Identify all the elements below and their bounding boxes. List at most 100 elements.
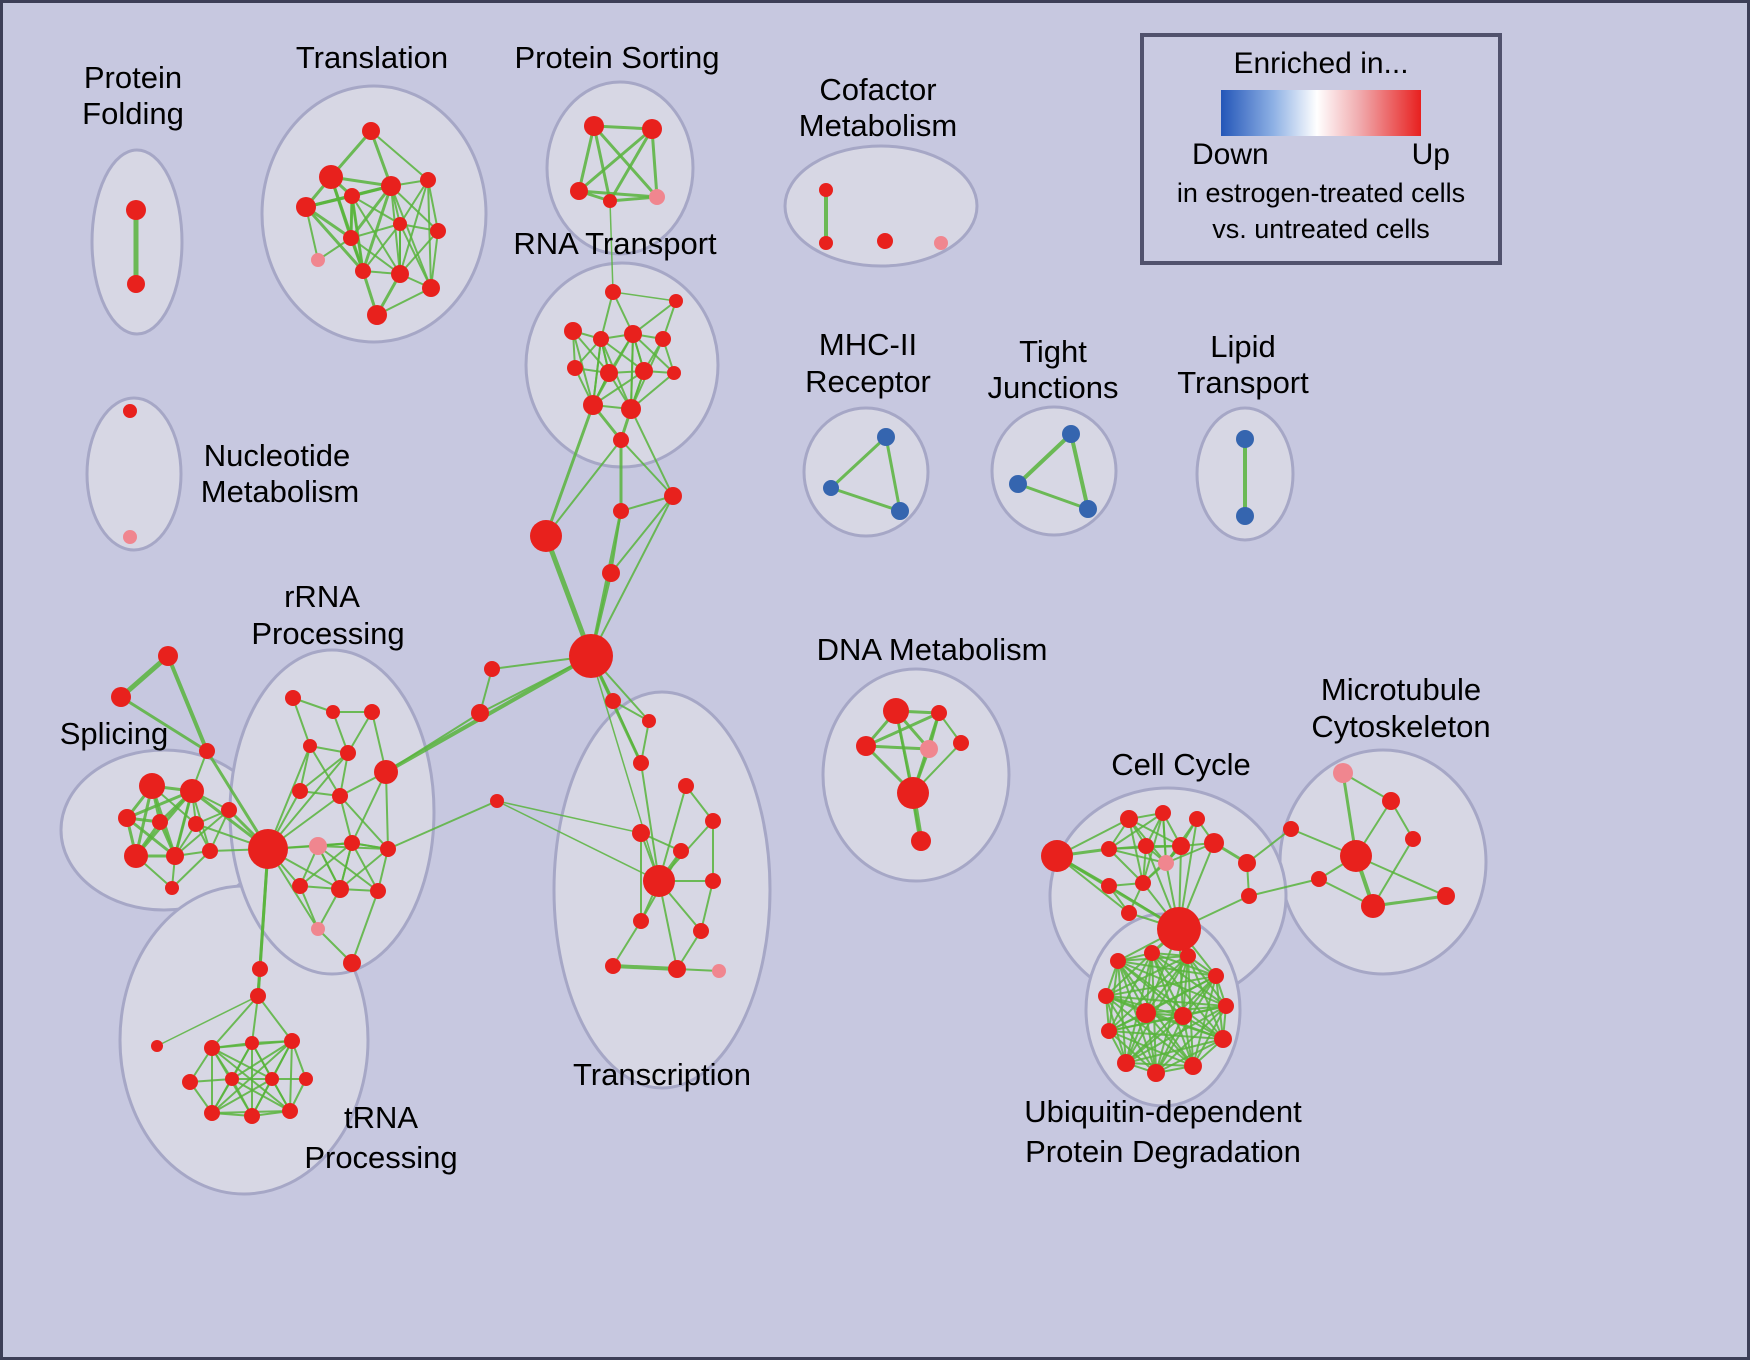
node-cf2 [819, 236, 833, 250]
node-tc14 [712, 964, 726, 978]
node-c7 [490, 794, 504, 808]
edge-ps1-ps4 [592, 124, 612, 203]
node-tn11 [282, 1103, 298, 1119]
edge-rt1-rt2 [612, 291, 677, 302]
node-tj3 [1079, 500, 1097, 518]
node-rt3 [564, 322, 582, 340]
node-c4 [602, 564, 620, 582]
edge-tr8-tr11 [362, 223, 401, 272]
edge-c2-c4 [610, 510, 622, 574]
node-tc6 [632, 824, 650, 842]
node-mt3 [1283, 821, 1299, 837]
edge-rt4-rt11 [592, 338, 602, 406]
cluster-label-rrna-processing-line2: Processing [251, 616, 404, 651]
node-rr8 [332, 788, 348, 804]
edge-ps1-ps3 [577, 124, 596, 193]
edge-ub2-ub12 [1145, 952, 1153, 1014]
edge-ex2-ex3 [119, 695, 209, 753]
edge-ub2-ub5 [1105, 952, 1153, 997]
node-cc9 [1158, 855, 1174, 871]
edge-tr8-tr14 [399, 223, 432, 289]
node-tj2 [1009, 475, 1027, 493]
node-ub4 [1208, 968, 1224, 984]
cluster-label-trna-processing-line2: Processing [304, 1140, 457, 1175]
edge-mh2-mh3 [829, 486, 902, 513]
cluster-label-tight-junctions-line2: Junctions [988, 370, 1119, 405]
node-dm1 [883, 698, 909, 724]
node-rr17 [343, 954, 361, 972]
node-tn6 [225, 1072, 239, 1086]
node-cc6 [1138, 838, 1154, 854]
edge-tr1-tr6 [370, 130, 429, 181]
node-tr1 [362, 122, 380, 140]
node-tj1 [1062, 425, 1080, 443]
edge-tj2-tj3 [1016, 482, 1090, 511]
node-rr13 [292, 878, 308, 894]
cluster-label-protein-folding-line1: Protein [84, 60, 182, 95]
node-c1 [530, 520, 562, 552]
node-rt10 [667, 366, 681, 380]
edge-cc3-cc9 [1162, 812, 1167, 864]
node-tc10 [633, 913, 649, 929]
node-tn8 [299, 1072, 313, 1086]
cluster-cofactor-metabolism [783, 144, 979, 268]
edge-rr12-rr14 [339, 848, 389, 890]
edge-rr6-rr12 [385, 771, 389, 850]
node-nm1 [123, 404, 137, 418]
edge-ub5-ub10 [1105, 995, 1157, 1074]
legend-title: Enriched in... [1233, 47, 1409, 80]
edge-ub4-ub11 [1192, 975, 1217, 1067]
edge-ub4-ub12 [1145, 975, 1217, 1014]
node-rr2 [326, 705, 340, 719]
node-dm5 [953, 735, 969, 751]
edge-tr6-tr8 [399, 179, 429, 225]
node-tr10 [311, 253, 325, 267]
edge-tc4-tc8 [658, 785, 687, 882]
edge-tc9-tc11 [700, 880, 714, 932]
node-rt2 [669, 294, 683, 308]
node-ub13 [1174, 1007, 1192, 1025]
edge-rr5-rr7 [299, 752, 349, 792]
node-tr8 [393, 217, 407, 231]
node-rr6 [374, 760, 398, 784]
edge-tn4-tn11 [289, 1040, 293, 1112]
edge-dm2-dm3 [864, 711, 941, 748]
node-ps2 [642, 119, 662, 139]
edge-ub6-ub9 [1125, 1005, 1227, 1064]
cluster-label-cofactor-metabolism-line1: Cofactor [819, 72, 936, 107]
node-rt12 [621, 399, 641, 419]
node-rr1 [285, 690, 301, 706]
node-ub3 [1180, 948, 1196, 964]
node-tc9 [705, 873, 721, 889]
node-tc12 [605, 958, 621, 974]
edge-ub6-ub10 [1155, 1005, 1227, 1074]
node-ub8 [1214, 1030, 1232, 1048]
node-rr4 [303, 739, 317, 753]
cluster-label-protein-sorting-line1: Protein Sorting [514, 40, 719, 75]
node-sp1 [139, 773, 165, 799]
edge-tj1-tj3 [1069, 432, 1090, 511]
legend-caption-line2: vs. untreated cells [1212, 213, 1430, 244]
node-nm2 [123, 530, 137, 544]
node-cc11 [1135, 875, 1151, 891]
node-rr18 [252, 961, 268, 977]
edge-ub4-ub5 [1105, 975, 1217, 997]
node-tn7 [265, 1072, 279, 1086]
node-rt8 [600, 364, 618, 382]
edge-c3-hub [590, 495, 674, 657]
node-hub [569, 634, 613, 678]
node-cc3 [1155, 805, 1171, 821]
edge-rt3-rt8 [572, 330, 610, 374]
edge-tn2-tn7 [211, 1047, 273, 1080]
node-rt7 [567, 360, 583, 376]
node-mt1 [1333, 763, 1353, 783]
node-sp7 [124, 844, 148, 868]
node-mt5 [1405, 831, 1421, 847]
edge-tc3-tc8 [640, 762, 660, 882]
node-cf1 [819, 183, 833, 197]
node-tc5 [705, 813, 721, 829]
edge-tn4-tn9 [211, 1040, 293, 1114]
edge-rr8-rr12 [339, 795, 389, 850]
node-cchub [1157, 907, 1201, 951]
cluster-label-ubiquitin-degradation-line1: Ubiquitin-dependent [1024, 1094, 1302, 1129]
